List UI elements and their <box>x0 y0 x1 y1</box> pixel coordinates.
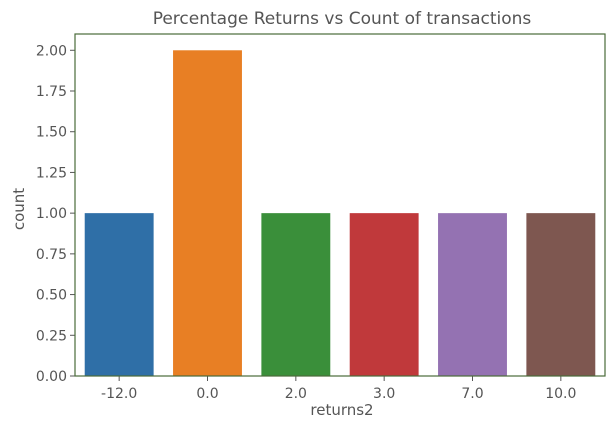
bar-0 <box>84 213 154 376</box>
y-axis-label: count <box>10 188 28 230</box>
y-tick-label: 1.25 <box>36 165 67 181</box>
x-axis-label: returns2 <box>310 401 373 419</box>
bars-group <box>84 50 596 377</box>
y-ticks-group: 0.00 0.25 0.50 0.75 1.00 1.25 1.50 1.75 2.00 <box>36 43 75 385</box>
chart-title: Percentage Returns vs Count of transacti… <box>153 9 532 29</box>
plot-frame <box>74 33 606 377</box>
x-tick-label: 0.0 <box>196 386 218 402</box>
y-tick-label: 0.00 <box>36 369 67 385</box>
y-tick-label: 1.75 <box>36 84 67 100</box>
y-tick-label: 1.50 <box>36 125 67 141</box>
bar-3 <box>349 213 419 376</box>
x-tick-label: -12.0 <box>101 386 137 402</box>
bar-2 <box>261 213 331 376</box>
y-tick-label: 0.25 <box>36 328 67 344</box>
x-tick-label: 10.0 <box>545 386 576 402</box>
x-tick-label: 7.0 <box>461 386 483 402</box>
y-tick-label: 1.00 <box>36 206 67 222</box>
bar-1 <box>173 50 242 377</box>
bar-5 <box>526 213 596 376</box>
x-ticks-group: -12.0 0.0 2.0 3.0 7.0 10.0 <box>101 376 576 402</box>
y-tick-label: 2.00 <box>36 43 67 59</box>
y-tick-label: 0.75 <box>36 247 67 263</box>
x-tick-label: 3.0 <box>373 386 395 402</box>
x-tick-label: 2.0 <box>285 386 307 402</box>
bar-4 <box>438 213 507 376</box>
y-tick-label: 0.50 <box>36 288 67 304</box>
